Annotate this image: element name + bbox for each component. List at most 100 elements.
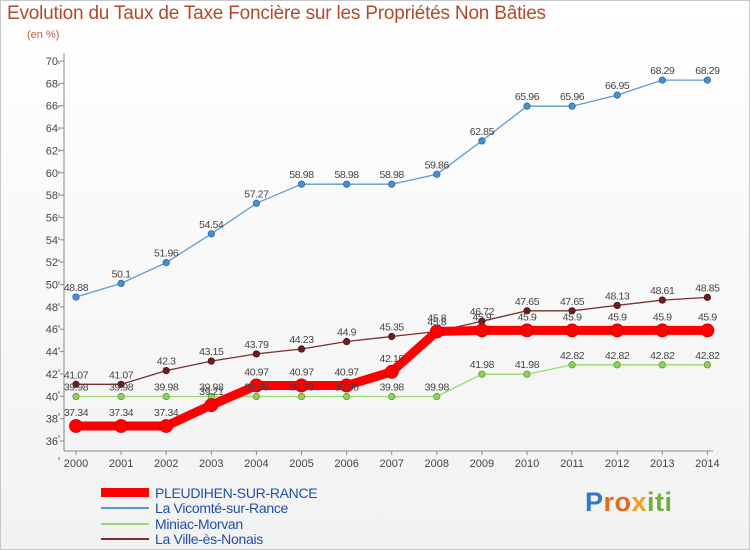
data-point	[478, 137, 486, 145]
y-tick-label: 70	[46, 56, 58, 68]
y-tick-label: 66	[46, 101, 58, 113]
y-tick-label: 40	[46, 391, 58, 403]
data-point	[117, 380, 125, 388]
y-tick-label: 50	[46, 280, 58, 292]
data-label: 39.98	[154, 382, 179, 394]
data-point	[72, 392, 80, 401]
data-label: 66.95	[605, 80, 630, 92]
data-point	[658, 361, 666, 369]
data-point	[610, 323, 625, 338]
data-point	[342, 392, 351, 401]
data-point	[117, 392, 125, 401]
data-label: 57.27	[244, 188, 269, 200]
data-label: 37.34	[109, 407, 134, 419]
data-point	[613, 361, 621, 369]
data-point	[703, 293, 712, 301]
data-point	[252, 350, 260, 358]
data-point	[478, 370, 486, 378]
y-tick-label: 58	[46, 190, 58, 202]
data-label: 59.86	[425, 159, 450, 171]
data-point	[384, 364, 399, 379]
x-tick-label: 2003	[199, 458, 223, 470]
data-label-layer: 37.34 37.34 37.34 39.21 40.97 40.97 40.97 42.19…	[64, 65, 721, 419]
data-point	[388, 180, 396, 188]
series-miniac-morvan	[72, 361, 712, 401]
y-tick-label: 48	[46, 302, 58, 314]
data-label: 40.97	[334, 366, 359, 378]
data-point	[700, 323, 715, 338]
data-label: 65.96	[560, 91, 585, 103]
axes: 36 38 40 42 44 46 48 50 52 54 56 58 60 62 64 66 68 70 2000…	[46, 53, 720, 470]
data-label: 39.98	[244, 382, 269, 394]
y-tick-label: 64	[46, 123, 58, 135]
data-label: 39.98	[289, 382, 314, 394]
y-tick-label: 42	[46, 369, 58, 381]
data-label: 39.98	[109, 382, 134, 394]
logo-part: P	[585, 487, 604, 517]
y-tick-label: 38	[46, 414, 58, 426]
logo-part: x	[631, 487, 648, 517]
series-layer	[69, 76, 715, 433]
y-tick-label: 52	[46, 257, 58, 269]
data-label: 45.8	[427, 312, 446, 324]
data-point	[159, 419, 174, 433]
data-point	[703, 76, 712, 84]
series-pleudihen-sur-rance	[69, 323, 715, 433]
data-label: 42.82	[650, 350, 675, 362]
data-label: 42.82	[695, 350, 720, 362]
data-label: 50.1	[112, 268, 131, 280]
data-point	[655, 323, 670, 338]
data-label: 43.79	[244, 339, 269, 351]
y-tick-label: 56	[46, 212, 58, 224]
data-point	[658, 296, 666, 304]
x-tick-label: 2013	[650, 458, 674, 470]
data-label: 45.9	[653, 311, 672, 323]
y-tick-label: 46	[46, 324, 58, 336]
logo-part: iti	[647, 487, 673, 517]
legend-label: La Vicomté-sur-Rance	[155, 500, 289, 517]
data-label: 39.21	[199, 386, 224, 398]
data-point	[568, 102, 576, 110]
data-point	[703, 361, 712, 369]
data-label: 45.35	[380, 322, 405, 334]
data-point	[342, 337, 351, 346]
data-point	[388, 392, 396, 401]
data-point	[339, 378, 354, 393]
data-point	[568, 307, 576, 315]
series-line	[75, 79, 709, 298]
data-point	[433, 392, 441, 401]
data-point	[162, 366, 170, 375]
x-tick-label: 2000	[64, 458, 88, 470]
data-label: 41.98	[470, 359, 495, 371]
data-label: 40.97	[244, 366, 269, 378]
data-point	[520, 323, 534, 338]
legend-label: La Ville-ès-Nonais	[155, 531, 263, 548]
series-la-vicomt-sur-rance	[72, 76, 712, 301]
data-point	[523, 370, 531, 378]
data-label: 41.07	[64, 369, 89, 381]
data-point	[72, 293, 80, 301]
data-label: 45.8	[427, 316, 446, 328]
data-label: 39.98	[380, 382, 405, 394]
data-point	[249, 378, 264, 393]
y-tick-label: 36	[46, 436, 58, 448]
legend-swatch	[101, 507, 149, 510]
data-label: 58.98	[289, 169, 314, 181]
data-point	[523, 307, 531, 315]
data-point	[474, 323, 489, 338]
y-tick-label: 44	[46, 347, 58, 359]
x-tick-label: 2009	[470, 458, 494, 470]
data-point	[613, 91, 621, 99]
data-point	[388, 332, 396, 341]
legend-item: Miniac-Morvan	[101, 516, 317, 532]
data-label: 68.29	[650, 65, 675, 77]
data-point	[433, 170, 441, 178]
legend-item: La Vicomté-sur-Rance	[101, 500, 317, 517]
x-tick-label: 2005	[289, 458, 313, 470]
data-label: 45.9	[563, 311, 582, 323]
data-label: 62.85	[470, 126, 495, 138]
data-point	[207, 357, 215, 365]
legend-label: PLEUDIHEN-SUR-RANCE	[155, 484, 318, 501]
x-tick-label: 2007	[379, 458, 403, 470]
data-label: 47.65	[560, 296, 585, 308]
